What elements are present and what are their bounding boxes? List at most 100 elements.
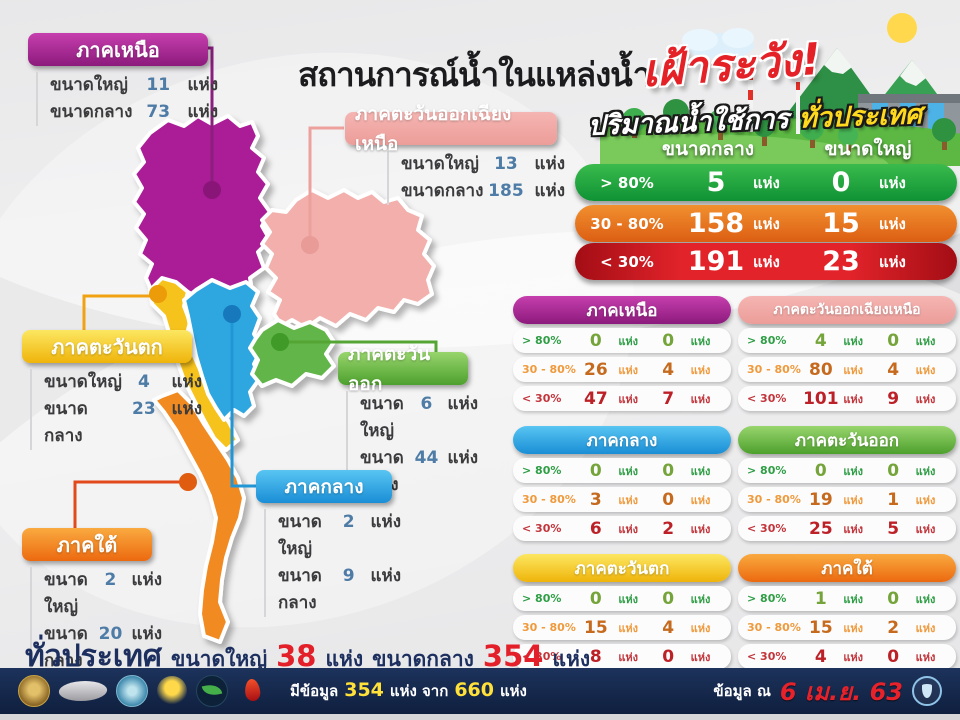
callout-row: ขนาดกลาง 185 แห่ง: [401, 178, 565, 205]
large-count: 5: [887, 518, 900, 539]
unit-label: แห่ง: [915, 392, 936, 406]
large-count: 0: [662, 646, 675, 667]
level-label: > 80%: [522, 334, 562, 347]
unit-label: แห่ง: [131, 624, 162, 644]
medium-count: 80: [809, 359, 833, 380]
level-label: 30 - 80%: [522, 621, 576, 634]
total-medium-value: 354: [482, 639, 544, 673]
count-value: 73: [146, 102, 171, 122]
level-label: > 80%: [522, 592, 562, 605]
callout-row: ขนาดใหญ่ 11 แห่ง: [50, 72, 218, 99]
callout-row: ขนาดกลาง 23 แห่ง: [44, 396, 202, 450]
count-value: 2: [104, 570, 117, 590]
column-header-medium: ขนาดกลาง: [661, 138, 755, 160]
callout-row: ขนาดใหญ่ 2 แห่ง: [278, 509, 401, 563]
medium-count: 3: [589, 489, 602, 510]
medium-count: 191: [687, 246, 745, 277]
callout-south: ภาคใต้ ขนาดใหญ่ 2 แห่ง ขนาดกลาง 20 แห่ง: [22, 528, 162, 675]
size-label: ขนาดใหญ่: [44, 570, 88, 617]
gistda-logo: [56, 681, 110, 701]
leaf-agency-logo: [196, 675, 228, 707]
callout-row: ขนาดกลาง 73 แห่ง: [50, 99, 218, 126]
large-count: 15: [822, 208, 860, 239]
sun-icon: [887, 13, 917, 43]
large-count: 0: [887, 330, 900, 351]
unit-label: แห่ง: [843, 464, 864, 478]
callout-northeast: ภาคตะวันออกเฉียงเหนือ ขนาดใหญ่ 13 แห่ง ข…: [345, 103, 565, 205]
count-value: 9: [342, 566, 355, 586]
unit-label: แห่ง: [753, 252, 780, 271]
unit-label: แห่ง: [690, 621, 711, 635]
callout-west: ภาคตะวันตก ขนาดใหญ่ 4 แห่ง ขนาดกลาง 23 แ…: [22, 330, 202, 450]
size-label: ขนาดกลาง: [372, 647, 474, 671]
size-label: ขนาดกลาง: [401, 181, 484, 201]
large-count: 4: [662, 359, 675, 380]
table-west: ภาคตะวันตก > 80% 0 แห่ง 0 แห่ง 30 - 80% 15 แห่…: [513, 554, 731, 669]
unit-label: แห่ง: [618, 650, 639, 664]
callout-row: ขนาดใหญ่ 2 แห่ง: [44, 567, 162, 621]
large-count: 1: [887, 489, 900, 510]
connector-west: [82, 294, 158, 331]
unit-label: แห่ง: [690, 392, 711, 406]
unit-label: แห่ง: [370, 566, 401, 586]
table-south-title: ภาคใต้: [738, 554, 956, 582]
level-label: 30 - 80%: [747, 493, 801, 506]
unit-label: แห่ง: [879, 252, 906, 271]
large-count: 4: [662, 617, 675, 638]
table-row: 30 - 80% 19 แห่ง 1 แห่ง: [738, 487, 956, 512]
unit-label: แห่ง: [618, 621, 639, 635]
count-value: 23: [132, 399, 156, 419]
connector-south: [73, 480, 188, 529]
table-row: 30 - 80% 26 แห่ง 4 แห่ง: [513, 357, 731, 382]
unit-label: แห่ง: [690, 522, 711, 536]
department-seal-logo: [116, 675, 148, 707]
callout-row: ขนาดใหญ่ 4 แห่ง: [44, 369, 202, 396]
unit-label: แห่ง: [618, 592, 639, 606]
page-title: สถานการณ์น้ำในแหล่งน้ำ: [298, 55, 651, 94]
size-label: ขนาดใหญ่: [278, 512, 322, 559]
map-region-north: [132, 114, 272, 302]
unit-label: แห่ง: [915, 650, 936, 664]
unit-label: แห่ง: [171, 372, 202, 392]
size-label: ขนาดกลาง: [50, 102, 133, 122]
unit-label: แห่ง: [534, 154, 565, 174]
count-value: 185: [488, 181, 524, 201]
medium-count: 47: [584, 388, 608, 409]
map-region-east: [248, 318, 336, 388]
unit-label: แห่ง: [534, 181, 565, 201]
unit-label: แห่ง: [447, 448, 478, 468]
count-value: 2: [342, 512, 355, 532]
data-availability-note: มีข้อมูล 354 แห่ง จาก 660 แห่ง: [290, 679, 527, 703]
large-count: 7: [662, 388, 675, 409]
column-header-large: ขนาดใหญ่: [824, 138, 912, 160]
total-large-value: 38: [276, 639, 317, 673]
medium-count: 5: [706, 167, 726, 198]
table-south: ภาคใต้ > 80% 1 แห่ง 0 แห่ง 30 - 80% 15 แห่ง 2 แห…: [738, 554, 956, 669]
callout-west-title: ภาคตะวันตก: [22, 330, 192, 363]
usage-heading-part2: ทั่วประเทศ: [798, 99, 923, 135]
table-row: > 80% 1 แห่ง 0 แห่ง: [738, 586, 956, 611]
table-central-title: ภาคกลาง: [513, 426, 731, 454]
connector-central: [230, 316, 256, 488]
unit-label: แห่ง: [370, 512, 401, 532]
total-count: 660: [454, 679, 494, 701]
unit-label: แห่ง: [843, 522, 864, 536]
callout-south-title: ภาคใต้: [22, 528, 152, 561]
table-northeast: ภาคตะวันออกเฉียงเหนือ > 80% 4 แห่ง 0 แห่ง 30…: [738, 296, 956, 411]
count-value: 11: [146, 75, 171, 95]
royal-flower-logo: [157, 676, 187, 706]
unit-label: แห่ง: [915, 363, 936, 377]
medium-count: 8: [589, 646, 602, 667]
table-row: < 30% 47 แห่ง 7 แห่ง: [513, 386, 731, 411]
unit-label: แห่ง: [915, 334, 936, 348]
unit-label: แห่ง: [843, 650, 864, 664]
as-of-date-group: ข้อมูล ณ 6 เม.ย. 63: [713, 672, 942, 711]
count-value: 20: [98, 624, 123, 644]
level-label: < 30%: [600, 252, 654, 271]
medium-count: 25: [809, 518, 833, 539]
level-label: < 30%: [747, 392, 787, 405]
level-label: > 80%: [522, 464, 562, 477]
unit-label: แห่ง: [843, 392, 864, 406]
unit-label: แห่ง: [843, 621, 864, 635]
callout-row: ขนาดกลาง 9 แห่ง: [278, 563, 401, 617]
